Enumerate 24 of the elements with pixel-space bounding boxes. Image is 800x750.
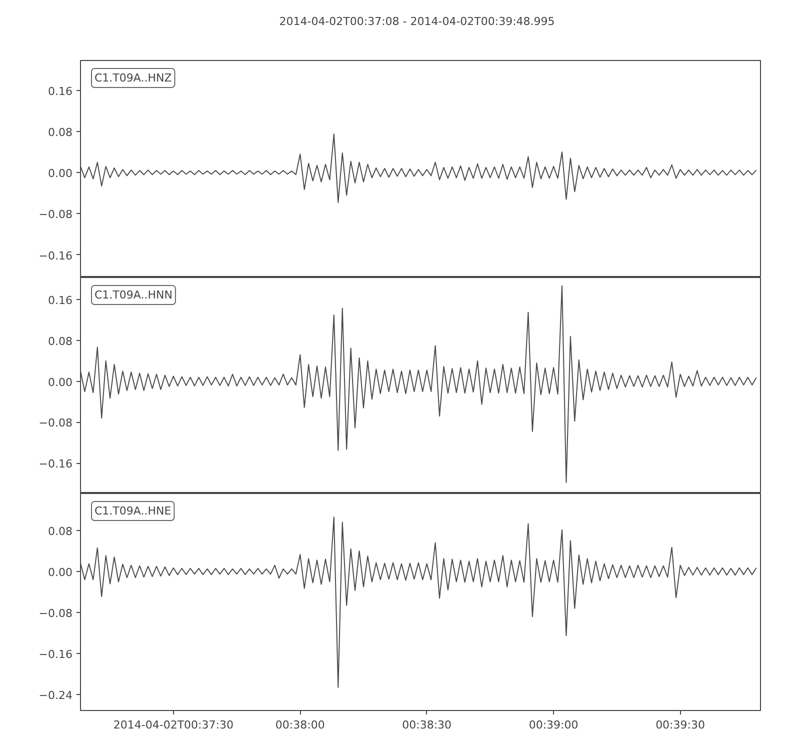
y-tick-label: 0.00 bbox=[48, 167, 73, 180]
y-tick-label: −0.08 bbox=[38, 208, 73, 222]
y-tick-label: −0.08 bbox=[38, 607, 73, 620]
y-tick-label: −0.24 bbox=[38, 689, 73, 702]
y-tick-label: 0.08 bbox=[48, 524, 73, 538]
y-tick-label: 0.08 bbox=[48, 334, 73, 348]
annotation: C1.T09A..HNE bbox=[94, 504, 172, 518]
annotation: C1.T09A..HNZ bbox=[94, 72, 172, 84]
x-tick-label: 00:39:00 bbox=[528, 718, 578, 732]
y-tick-label: 0.08 bbox=[48, 126, 73, 139]
x-tick-label: 2014-04-02T00:37:30 bbox=[113, 718, 234, 732]
chart-title: 2014-04-02T00:37:08 - 2014-04-02T00:39:48.995 bbox=[279, 15, 555, 28]
y-tick-label: 0.16 bbox=[48, 84, 73, 98]
x-tick-label: 00:39:30 bbox=[656, 718, 705, 732]
y-tick-label: −0.16 bbox=[38, 249, 73, 262]
y-tick-label: −0.16 bbox=[38, 458, 73, 471]
x-tick-label: 00:38:30 bbox=[402, 718, 452, 732]
y-tick-label: 0.16 bbox=[48, 294, 73, 308]
y-tick-label: −0.08 bbox=[38, 416, 73, 430]
y-tick-label: 0.00 bbox=[48, 566, 73, 579]
annotation: C1.T09A..HNN bbox=[94, 288, 172, 302]
y-tick-label: −0.16 bbox=[38, 648, 73, 662]
x-tick-label: 00:38:00 bbox=[275, 718, 325, 732]
y-tick-label: 0.00 bbox=[48, 376, 73, 389]
